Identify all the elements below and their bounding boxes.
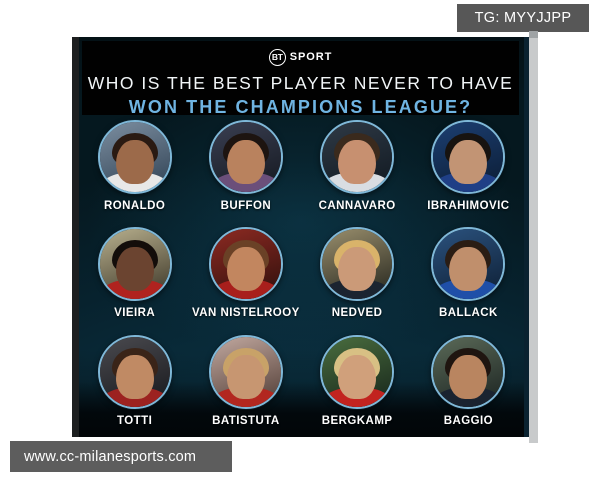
player-grid: RONALDO BUFFON CANNAVARO IBRAHIMOVIC VIEIRA V… (79, 115, 524, 437)
player-cell[interactable]: TOTTI (83, 330, 187, 428)
player-portrait[interactable] (431, 120, 506, 194)
player-portrait[interactable] (97, 334, 172, 409)
player-name-label: BAGGIO (443, 414, 494, 427)
player-portrait[interactable] (97, 227, 172, 302)
player-name-label: NEDVED (331, 307, 383, 320)
player-cell[interactable]: BAGGIO (416, 330, 520, 428)
player-portrait[interactable] (320, 334, 395, 409)
player-cell[interactable]: IBRAHIMOVIC (416, 115, 520, 213)
player-cell[interactable]: BATISTUTA (194, 330, 298, 428)
player-face (449, 140, 488, 184)
tag-badge: TG: MYYJJPP (457, 4, 589, 32)
player-face (338, 140, 377, 184)
player-cell[interactable]: CANNAVARO (305, 115, 409, 213)
scrollbar-thumb[interactable] (529, 31, 538, 38)
player-face (338, 247, 377, 292)
player-portrait[interactable] (320, 120, 395, 194)
player-name-label: CANNAVARO (318, 200, 396, 212)
player-name-label: VIEIRA (114, 307, 156, 320)
headline-line-2: WON THE CHAMPIONS LEAGUE? (128, 96, 473, 117)
player-face (449, 247, 488, 292)
player-portrait[interactable] (431, 227, 506, 302)
player-cell[interactable]: VIEIRA (83, 222, 187, 320)
player-face (449, 354, 488, 399)
player-cell[interactable]: BUFFON (194, 115, 298, 213)
url-watermark: www.cc-milanesports.com (10, 441, 232, 472)
player-name-label: BALLACK (439, 307, 498, 320)
player-cell[interactable]: RONALDO (83, 115, 187, 213)
player-portrait[interactable] (97, 120, 172, 194)
player-face (226, 247, 265, 292)
player-name-label: IBRAHIMOVIC (427, 200, 510, 212)
player-row: VIEIRA VAN NISTELROOY NEDVED BALLACK (79, 222, 524, 329)
player-row: TOTTI BATISTUTA BERGKAMP BAGGIO (79, 329, 524, 437)
player-row: RONALDO BUFFON CANNAVARO IBRAHIMOVIC (79, 115, 524, 222)
player-face (338, 354, 377, 399)
headline-line-1: WHO IS THE BEST PLAYER NEVER TO HAVE (87, 73, 514, 93)
player-face (226, 140, 265, 184)
player-name-label: TOTTI (116, 414, 153, 427)
bt-sport-graphic-card: BT SPORT WHO IS THE BEST PLAYER NEVER TO… (72, 37, 529, 437)
player-portrait[interactable] (431, 334, 506, 409)
player-face (115, 247, 154, 292)
bt-logo-word: SPORT (289, 51, 333, 63)
player-face (115, 354, 154, 399)
player-name-label: RONALDO (103, 200, 166, 212)
player-face (115, 140, 154, 184)
card-right-edge (524, 37, 529, 437)
player-name-label: BUFFON (220, 200, 272, 212)
player-face (226, 354, 265, 399)
player-cell[interactable]: NEDVED (305, 222, 409, 320)
player-name-label: BERGKAMP (321, 414, 393, 427)
bt-logo-mark: BT (268, 49, 286, 66)
player-cell[interactable]: BERGKAMP (305, 330, 409, 428)
player-portrait[interactable] (208, 334, 283, 409)
scrollbar-track[interactable] (529, 31, 538, 443)
player-name-label: BATISTUTA (212, 414, 280, 427)
player-name-label: VAN NISTELROOY (192, 307, 300, 320)
bt-sport-logo-icon: BT SPORT (268, 49, 333, 66)
player-portrait[interactable] (208, 120, 283, 194)
player-portrait[interactable] (208, 227, 283, 302)
player-cell[interactable]: VAN NISTELROOY (192, 222, 300, 320)
title-plate: BT SPORT WHO IS THE BEST PLAYER NEVER TO… (82, 41, 519, 117)
player-portrait[interactable] (320, 227, 395, 302)
player-cell[interactable]: BALLACK (416, 222, 520, 320)
card-left-edge (72, 37, 79, 437)
